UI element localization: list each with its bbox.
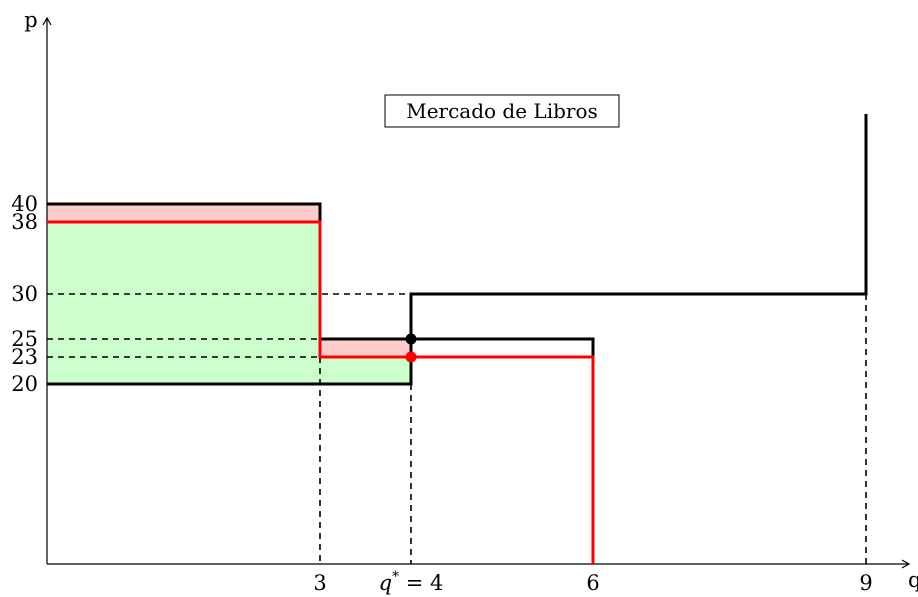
shaded-region-1 [47, 204, 320, 222]
series-line-3 [47, 114, 868, 386]
x-tick-label-3: 3 [313, 571, 326, 595]
x-axis-arrow [901, 559, 911, 569]
x-axis-label: q [908, 568, 918, 592]
x-tick-label-4: q* = 4 [379, 569, 444, 595]
series-line-2 [47, 220, 595, 564]
shaded-region-3 [47, 222, 411, 384]
x-tick-labels: 3 q* = 4 6 9 [313, 569, 872, 595]
y-axis-label: p [24, 8, 37, 32]
y-tick-label-30: 30 [11, 282, 38, 306]
equilibrium-points [405, 333, 417, 363]
y-tick-label-40: 40 [11, 192, 38, 216]
series-lines [47, 114, 868, 564]
y-tick-label-20: 20 [11, 372, 38, 396]
y-tick-label-38: 38 [11, 210, 38, 234]
chart-title-box [384, 94, 620, 128]
equilibrium-point-2 [405, 351, 417, 363]
equilibrium-point-1 [405, 333, 417, 345]
x-tick-label-6: 6 [586, 571, 599, 595]
dashed-guides [47, 293, 867, 564]
chart-title-text: Mercado de Libros [406, 99, 598, 123]
y-tick-label-25: 25 [11, 327, 38, 351]
y-tick-label-23: 23 [11, 345, 38, 369]
shaded-region-2 [320, 339, 411, 357]
x-tick-label-9: 9 [859, 571, 872, 595]
y-axis-arrow [42, 16, 52, 26]
chart-title: Mercado de Libros [384, 94, 620, 128]
